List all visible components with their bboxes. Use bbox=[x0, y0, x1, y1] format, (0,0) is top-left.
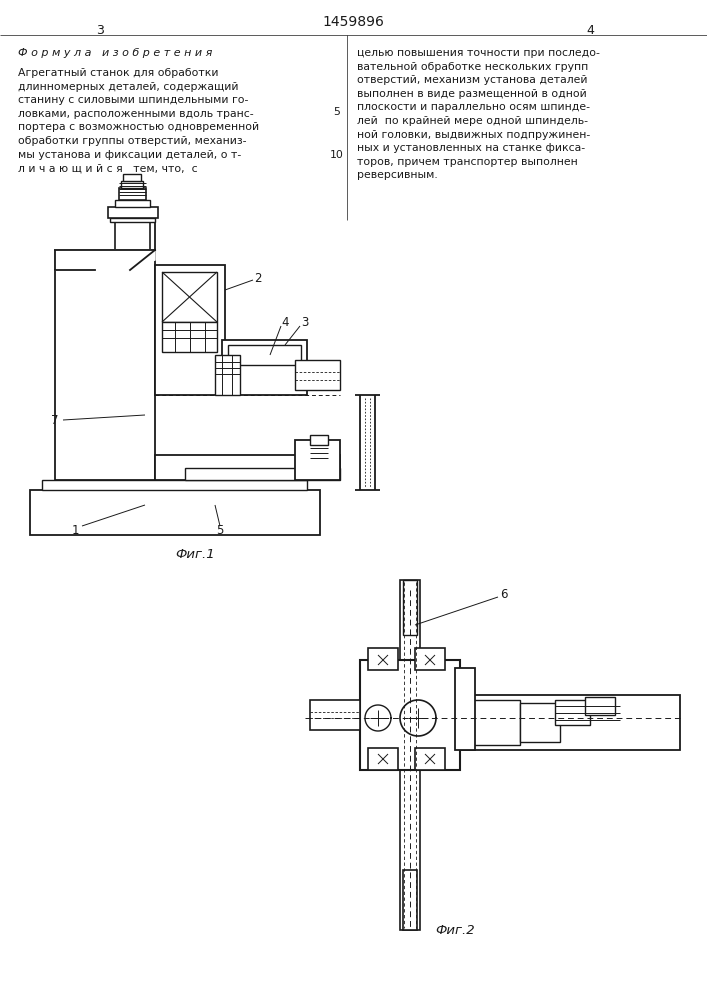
Bar bbox=[295, 360, 340, 390]
Text: 7: 7 bbox=[51, 414, 59, 426]
Bar bbox=[162, 272, 217, 322]
Text: 5: 5 bbox=[216, 524, 223, 536]
Text: 4: 4 bbox=[586, 23, 594, 36]
Text: Ф о р м у л а   и з о б р е т е н и я: Ф о р м у л а и з о б р е т е н и я bbox=[18, 48, 212, 58]
Bar bbox=[228, 345, 301, 365]
Polygon shape bbox=[55, 250, 155, 270]
Bar bbox=[400, 580, 420, 930]
Bar bbox=[360, 660, 460, 770]
Bar bbox=[460, 695, 680, 750]
Text: 3: 3 bbox=[301, 316, 309, 328]
Bar bbox=[155, 455, 340, 480]
Text: Агрегатный станок для обработки
длинномерных деталей, содержащий
станину с силов: Агрегатный станок для обработки длинноме… bbox=[18, 68, 259, 173]
Bar bbox=[403, 580, 417, 635]
Bar bbox=[108, 207, 158, 218]
Bar bbox=[115, 222, 150, 250]
Bar bbox=[368, 748, 398, 770]
Bar bbox=[42, 480, 307, 490]
Bar bbox=[222, 340, 307, 395]
Bar bbox=[185, 468, 340, 480]
Bar bbox=[30, 490, 320, 535]
Text: 5: 5 bbox=[334, 107, 341, 117]
Bar bbox=[585, 697, 615, 715]
Bar bbox=[119, 188, 146, 200]
Text: 10: 10 bbox=[330, 150, 344, 160]
Bar bbox=[310, 700, 360, 730]
Text: Фиг.1: Фиг.1 bbox=[175, 548, 215, 562]
Bar bbox=[403, 870, 417, 930]
Bar bbox=[162, 322, 217, 352]
Text: 3: 3 bbox=[96, 23, 104, 36]
Bar bbox=[215, 355, 240, 395]
Text: 1: 1 bbox=[71, 524, 78, 536]
Bar bbox=[555, 700, 590, 725]
Bar bbox=[115, 200, 150, 207]
Text: 6: 6 bbox=[500, 588, 508, 601]
Bar bbox=[295, 440, 340, 480]
Bar bbox=[520, 703, 560, 742]
Bar bbox=[415, 648, 445, 670]
Bar bbox=[55, 250, 155, 480]
Bar bbox=[121, 181, 143, 188]
Bar bbox=[455, 668, 475, 750]
Text: Фиг.2: Фиг.2 bbox=[436, 924, 475, 936]
Bar bbox=[155, 265, 225, 395]
Bar bbox=[368, 648, 398, 670]
Text: целью повышения точности при последо-
вательной обработке нескольких групп
отвер: целью повышения точности при последо- ва… bbox=[357, 48, 600, 180]
Bar bbox=[310, 435, 328, 445]
Bar bbox=[110, 218, 155, 222]
Text: 4: 4 bbox=[281, 316, 288, 328]
Bar bbox=[460, 700, 520, 745]
Text: 1459896: 1459896 bbox=[322, 15, 384, 29]
Bar bbox=[123, 174, 141, 181]
Bar bbox=[415, 748, 445, 770]
Text: 2: 2 bbox=[255, 271, 262, 284]
